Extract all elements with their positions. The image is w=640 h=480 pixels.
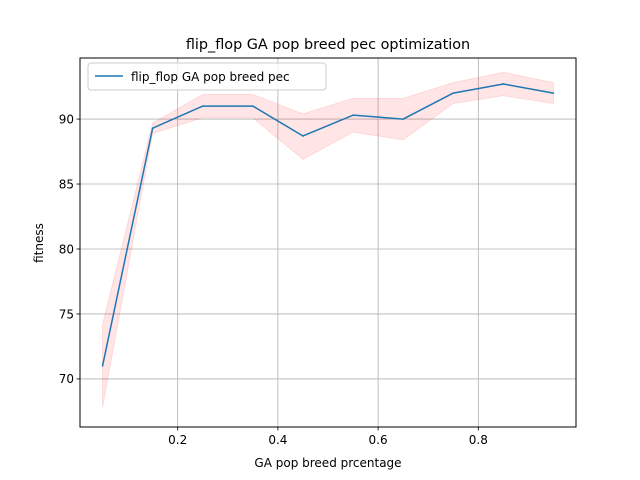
y-axis-label: fitness <box>32 223 46 263</box>
y-tick-label: 75 <box>59 307 74 321</box>
data-point <box>252 105 254 107</box>
data-point <box>302 135 304 137</box>
y-axis-ticks: 70 75 80 85 90 <box>59 112 80 386</box>
x-tick-label: 0.4 <box>268 433 287 447</box>
confidence-band-layer <box>102 71 554 408</box>
confidence-band <box>102 71 554 408</box>
chart-title: flip_flop GA pop breed pec optimization <box>186 37 470 53</box>
data-point <box>101 365 104 367</box>
data-point <box>502 83 505 85</box>
plot-frame <box>79 57 577 428</box>
legend-box <box>87 62 327 91</box>
series-line <box>101 83 554 367</box>
x-axis-label: GA pop breed prcentage <box>254 456 401 470</box>
y-tick-label: 90 <box>59 112 74 126</box>
y-tick-label: 80 <box>59 242 74 256</box>
data-point <box>151 127 154 129</box>
legend: flip_flop GA pop breed pec <box>87 62 327 91</box>
data-point <box>552 92 555 94</box>
legend-label: flip_flop GA pop breed pec <box>131 70 290 84</box>
data-point <box>402 118 404 120</box>
series-line-layer <box>101 83 555 367</box>
x-tick-label: 0.6 <box>369 433 388 447</box>
y-tick-label: 70 <box>59 372 74 386</box>
data-point <box>352 114 354 116</box>
data-point <box>201 105 204 107</box>
y-tick-label: 85 <box>59 177 74 191</box>
x-tick-label: 0.2 <box>168 433 187 447</box>
grid <box>80 58 576 427</box>
x-tick-label: 0.8 <box>469 433 488 447</box>
data-point <box>452 92 455 94</box>
x-axis-ticks: 0.2 0.4 0.6 0.8 <box>168 427 488 447</box>
